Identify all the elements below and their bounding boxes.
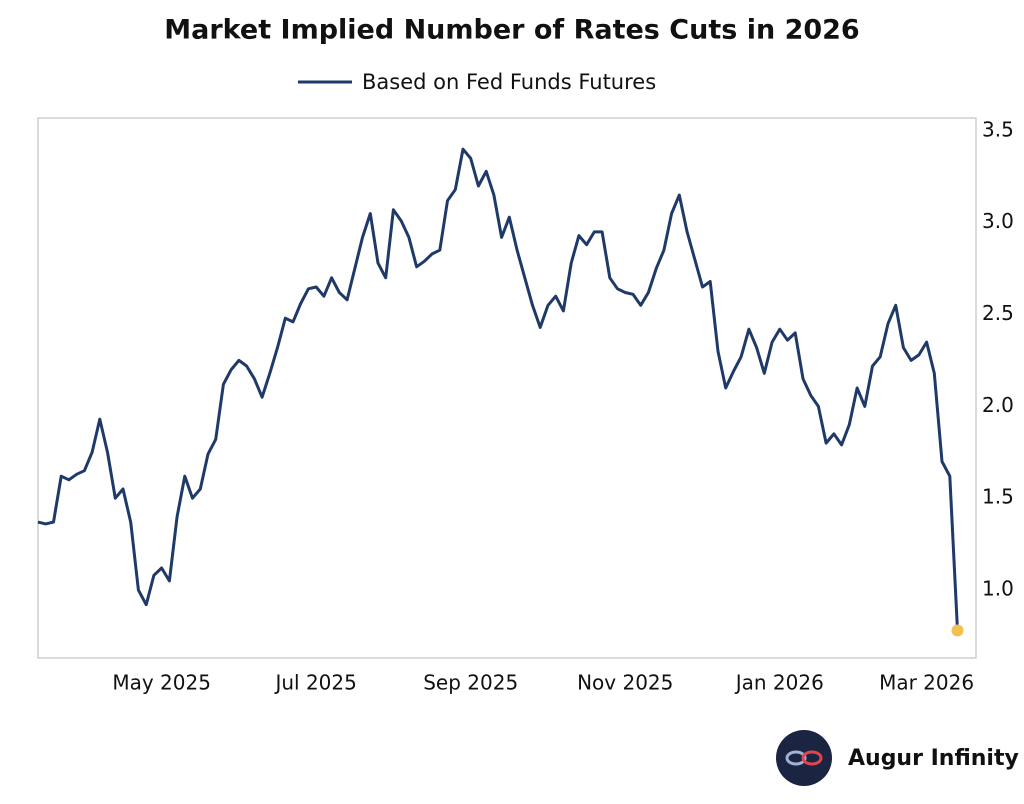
y-tick-label: 2.0 — [982, 393, 1014, 417]
logo-loop — [785, 750, 807, 766]
x-tick-label: Jan 2026 — [734, 671, 824, 695]
data-line — [37, 147, 959, 631]
y-tick-label: 3.0 — [982, 209, 1014, 233]
x-tick-label: May 2025 — [112, 671, 211, 695]
brand-name: Augur Infinity — [848, 746, 1019, 771]
logo-loop — [801, 750, 823, 766]
x-tick-label: Nov 2025 — [577, 671, 673, 695]
y-tick-label: 2.5 — [982, 301, 1014, 325]
y-tick-label: 1.0 — [982, 577, 1014, 601]
chart-title: Market Implied Number of Rates Cuts in 2… — [164, 15, 859, 46]
logo — [776, 730, 832, 786]
y-tick-label: 1.5 — [982, 485, 1014, 509]
x-tick-label: Jul 2025 — [273, 671, 356, 695]
x-tick-label: Sep 2025 — [423, 671, 518, 695]
plot-frame — [37, 117, 977, 659]
legend-label: Based on Fed Funds Futures — [362, 70, 656, 94]
y-tick-label: 3.5 — [982, 117, 1014, 141]
last-point — [951, 624, 964, 637]
x-tick-label: Mar 2026 — [879, 671, 974, 695]
